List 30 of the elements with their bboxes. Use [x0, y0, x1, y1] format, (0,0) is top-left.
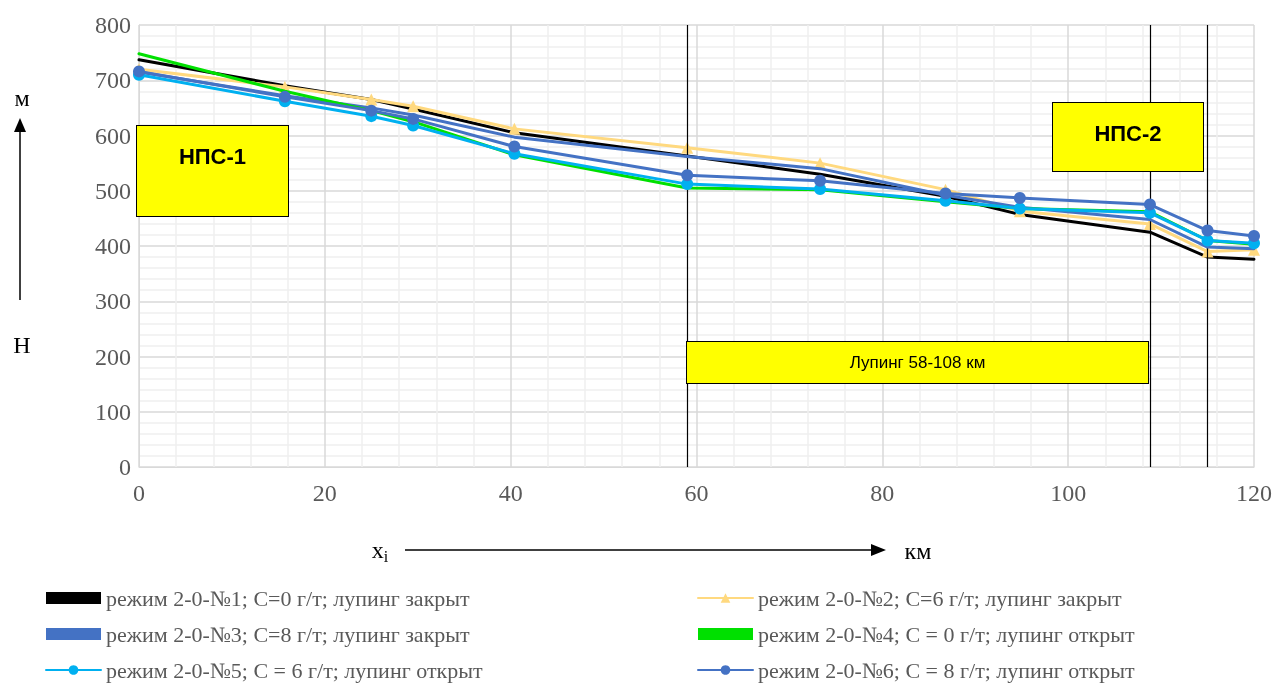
y-tick-label: 0 [119, 454, 131, 480]
legend-label: режим 2-0-№3; С=8 г/т; лупинг закрыт [106, 621, 471, 647]
x-tick-label: 120 [1236, 480, 1272, 506]
x-tick-label: 20 [312, 480, 337, 506]
y-tick-label: 100 [95, 398, 131, 425]
legend-label: режим 2-0-№5; С = 6 г/т; лупинг открыт [106, 657, 483, 683]
legend-label: режим 2-0-№4; С = 0 г/т; лупинг открыт [758, 621, 1135, 647]
legend-label: режим 2-0-№6; С = 8 г/т; лупинг открыт [758, 657, 1135, 683]
y-tick-label: 500 [95, 177, 131, 204]
legend-label: режим 2-0-№1; С=0 г/т; лупинг закрыт [106, 585, 471, 611]
callout-box: НПС-2 [1052, 102, 1204, 172]
callout-box: НПС-1 [136, 125, 289, 217]
y-tick-label: 800 [95, 12, 131, 38]
legend-label: режим 2-0-№2; С=6 г/т; лупинг закрыт [758, 585, 1123, 611]
x-tick-label: 60 [684, 480, 709, 506]
text: км [904, 538, 932, 564]
annotation: НПС-2 [1094, 121, 1162, 147]
y-tick-label: 700 [95, 67, 131, 94]
y-tick-label: 400 [95, 233, 131, 259]
annotation: Лупинг 58-108 км [849, 352, 986, 373]
y-tick-label: 300 [95, 288, 131, 315]
x-tick-label: 40 [498, 480, 523, 506]
annotation: НПС-1 [178, 144, 247, 170]
y-axis-title: Н [13, 332, 31, 358]
y-tick-label: 200 [95, 343, 131, 370]
x-tick-label: 100 [1050, 480, 1087, 506]
callout-box: Лупинг 58-108 км [686, 341, 1149, 384]
text: м [14, 85, 30, 111]
x-tick-label: 80 [870, 480, 895, 506]
y-tick-label: 600 [95, 122, 131, 149]
